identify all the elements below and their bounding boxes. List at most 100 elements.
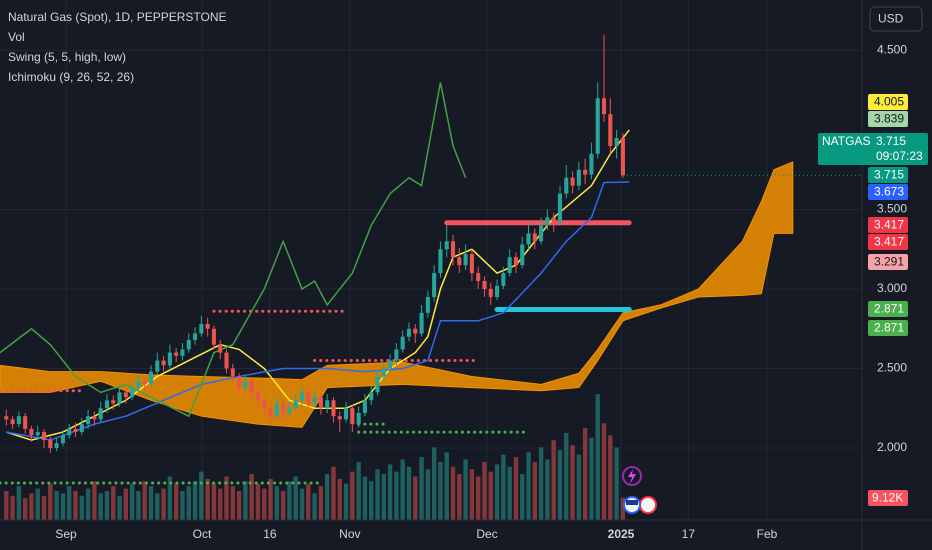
candle-body	[495, 285, 500, 297]
candle-body	[92, 416, 97, 420]
currency[interactable]: USD	[878, 12, 904, 26]
volume-bar	[369, 481, 374, 520]
candle-body	[243, 381, 248, 388]
candle-body	[476, 273, 481, 282]
volume-bar	[501, 454, 506, 520]
candle-body	[438, 249, 443, 274]
candle-body	[413, 328, 418, 334]
candle-body	[174, 352, 179, 356]
candle-body	[419, 312, 424, 334]
volume-bar	[85, 488, 91, 520]
volume-bar	[299, 488, 305, 520]
volume-bar	[381, 474, 387, 520]
volume-bar	[104, 490, 110, 520]
currency-button[interactable]	[869, 6, 923, 32]
volume-bar	[274, 486, 280, 520]
candle-body	[350, 408, 355, 425]
volume-bar	[224, 476, 229, 520]
candle-body	[111, 400, 116, 404]
volume-bar	[538, 447, 544, 520]
volume-bar	[129, 483, 135, 520]
candle-body	[375, 376, 380, 393]
candle-body	[444, 241, 449, 250]
candle-body	[551, 217, 556, 223]
volume-bar	[142, 481, 147, 520]
candle-body	[211, 328, 216, 345]
volume-bar	[98, 493, 103, 520]
price-marker	[868, 254, 908, 270]
legend-indicator[interactable]: Ichimoku (9, 26, 52, 26)	[8, 70, 134, 84]
flag-stripe	[626, 500, 638, 505]
volume-bar	[148, 486, 154, 520]
volume-bar	[595, 394, 600, 520]
lightning-icon	[628, 469, 636, 484]
volume-bar	[211, 483, 217, 520]
candle-body	[601, 98, 607, 115]
volume-bar	[287, 481, 292, 520]
volume-bar	[312, 493, 317, 520]
volume-bar	[614, 447, 619, 520]
candle-body	[268, 408, 273, 417]
candle-body	[86, 416, 91, 425]
volume-bar	[356, 461, 361, 520]
candle-body	[180, 349, 185, 356]
symbol-label-box	[818, 133, 928, 165]
candle-body	[48, 440, 53, 448]
volume-bar	[564, 432, 569, 520]
candle-body	[507, 257, 512, 274]
volume-bar	[513, 457, 519, 520]
flag-icon[interactable]	[639, 496, 657, 514]
volume-marker	[868, 489, 908, 506]
ichimoku-cloud	[0, 161, 794, 428]
candle-body	[595, 98, 600, 154]
candle-body	[104, 400, 110, 409]
candle-body	[488, 289, 493, 297]
countdown: 09:07:23	[876, 149, 923, 163]
price-marker	[868, 301, 908, 317]
legend-indicator[interactable]: Vol	[8, 30, 25, 44]
volume-bar	[10, 495, 15, 520]
candle-body	[117, 392, 122, 404]
candle-body	[608, 114, 613, 146]
volume-bar	[400, 459, 405, 520]
volume-bar	[48, 483, 53, 520]
candle-body	[148, 371, 154, 385]
candle-body	[545, 217, 550, 226]
volume-bar	[22, 498, 28, 520]
volume-bar	[413, 476, 418, 520]
volume-bar	[438, 461, 443, 520]
candle-body	[98, 408, 103, 420]
candle-body	[589, 153, 594, 175]
legend-indicator[interactable]: Swing (5, 5, high, low)	[8, 50, 126, 64]
volume-bar	[450, 466, 456, 520]
volume-bar	[350, 471, 355, 520]
volume-bar	[4, 490, 9, 520]
y-tick-label: 3.500	[877, 202, 907, 216]
volume-bar	[218, 488, 223, 520]
candle-body	[450, 241, 456, 258]
volume-bar	[507, 466, 512, 520]
volume-bar	[73, 490, 78, 520]
candle-body	[224, 352, 229, 369]
price-marker-label: 3.417	[874, 235, 904, 249]
volume-marker-label: 9.12K	[872, 491, 903, 505]
price-marker-label: 3.417	[874, 218, 904, 232]
candle-body	[16, 416, 21, 425]
candle-body	[186, 339, 191, 350]
volume-bar	[375, 469, 380, 520]
candle-body	[293, 400, 298, 409]
volume-bar	[406, 466, 412, 520]
axes: 4.500 3.500 3.000 2.500 2.000 Sep Oct 16 Nov Dec 2…	[55, 43, 928, 541]
candles	[4, 34, 625, 453]
candle-body	[205, 323, 210, 329]
candle-body	[425, 296, 430, 313]
symbol-price: 3.715	[876, 134, 906, 148]
candle-body	[526, 233, 531, 245]
candle-body	[583, 169, 588, 175]
candle-body	[4, 416, 9, 420]
x-tick-label: Nov	[339, 527, 360, 541]
y-tick-label: 2.000	[877, 440, 907, 454]
volume-bar	[199, 471, 204, 520]
volume-bar	[173, 483, 179, 520]
volume-bar	[362, 476, 368, 520]
